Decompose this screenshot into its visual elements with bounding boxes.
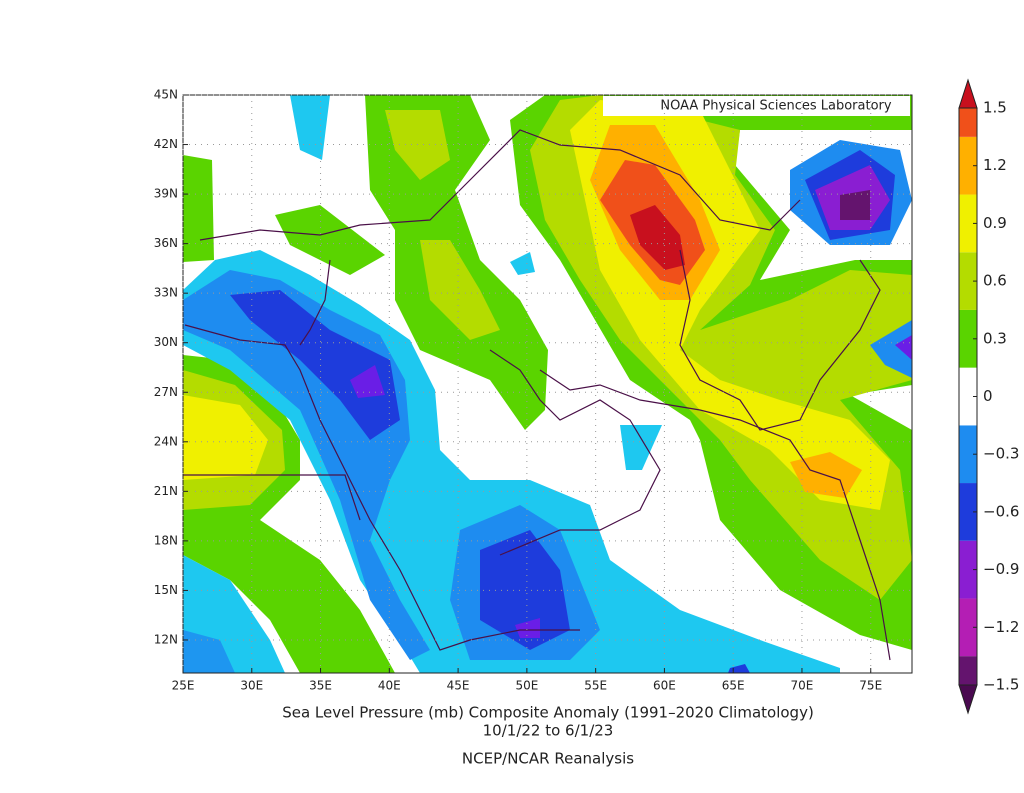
y-tick-label: 27N — [154, 385, 178, 399]
contour-fill — [183, 630, 235, 673]
colorbar-swatch — [959, 194, 977, 253]
y-tick-label: 12N — [154, 632, 178, 646]
contour-fill — [183, 395, 268, 480]
colorbar-label: −0.6 — [983, 502, 1019, 520]
axes: 25E 30E 35E 40E 45E 50E 55E 60E 65E 70E 75E 12N 15N 1… — [154, 78, 1019, 715]
contour-fill — [870, 320, 912, 378]
border — [679, 249, 881, 431]
contour-field — [183, 95, 912, 673]
colorbar-label: −1.2 — [983, 618, 1019, 636]
x-tick-label: 35E — [309, 679, 332, 693]
colorbar-label: 0.6 — [983, 272, 1007, 290]
colorbar-label: −0.9 — [983, 560, 1019, 578]
title: Sea Level Pressure (mb) Composite Anomal… — [282, 704, 814, 722]
colorbar-swatch — [959, 136, 977, 195]
colorbar-label: 0 — [983, 387, 993, 405]
source: NCEP/NCAR Reanalysis — [462, 750, 634, 768]
contour-fill — [510, 252, 535, 275]
x-tick-label: 70E — [791, 679, 814, 693]
colorbar-swatch — [959, 252, 977, 310]
colorbar-swatch — [959, 309, 977, 368]
coastline — [539, 369, 891, 661]
contour-fill — [230, 290, 400, 440]
coastline — [299, 259, 331, 346]
x-tick-label: 25E — [172, 679, 195, 693]
coastline — [184, 324, 580, 651]
border — [183, 474, 361, 521]
colorbar-label: −1.5 — [983, 676, 1019, 694]
colorbar-swatch — [959, 108, 977, 137]
colorbar-swatch — [959, 656, 977, 685]
colorbar-label: 1.2 — [983, 156, 1007, 174]
contour-fill — [183, 155, 214, 262]
credit-box — [603, 96, 910, 116]
y-tick-label: 15N — [154, 583, 178, 597]
y-tick-label: 42N — [154, 137, 178, 151]
contour-fill — [420, 240, 500, 340]
x-tick-label: 60E — [653, 679, 676, 693]
colorbar-arrow — [958, 684, 978, 715]
contour-fill — [620, 425, 662, 470]
x-tick-label: 50E — [515, 679, 538, 693]
colorbar-label: 0.9 — [983, 214, 1007, 232]
subtitle: 10/1/22 to 6/1/23 — [483, 722, 614, 740]
x-tick-label: 45E — [447, 679, 470, 693]
colorbar-arrow — [958, 78, 978, 109]
y-tick-label: 24N — [154, 434, 178, 448]
y-tick-label: 21N — [154, 484, 178, 498]
coastline — [489, 349, 661, 556]
y-tick-label: 39N — [154, 187, 178, 201]
colorbar-swatch — [959, 483, 977, 541]
y-tick-label: 45N — [154, 88, 178, 102]
contour-fill — [630, 205, 685, 270]
contour-fill — [515, 618, 540, 638]
x-tick-label: 65E — [722, 679, 745, 693]
x-tick-label: 55E — [584, 679, 607, 693]
x-tick-label: 75E — [859, 679, 882, 693]
credit: NOAA Physical Sciences Laboratory — [660, 99, 891, 114]
colorbar-swatch — [959, 598, 977, 657]
x-tick-label: 40E — [378, 679, 401, 693]
contour-fill — [350, 365, 385, 398]
colorbar-label: −0.3 — [983, 445, 1019, 463]
y-tick-label: 30N — [154, 335, 178, 349]
border — [199, 129, 801, 241]
contour-fill — [840, 190, 870, 220]
colorbar-swatch — [959, 540, 977, 599]
x-tick-label: 30E — [240, 679, 263, 693]
contour-fill — [290, 95, 330, 160]
colorbar-swatch — [959, 425, 977, 484]
contour-fill — [895, 335, 912, 360]
contour-fill — [275, 205, 385, 275]
y-tick-label: 33N — [154, 286, 178, 300]
y-tick-label: 36N — [154, 236, 178, 250]
colorbar-label: 1.5 — [983, 99, 1007, 117]
colorbar-swatch — [959, 367, 977, 426]
colorbar-label: 0.3 — [983, 329, 1007, 347]
y-tick-label: 18N — [154, 533, 178, 547]
